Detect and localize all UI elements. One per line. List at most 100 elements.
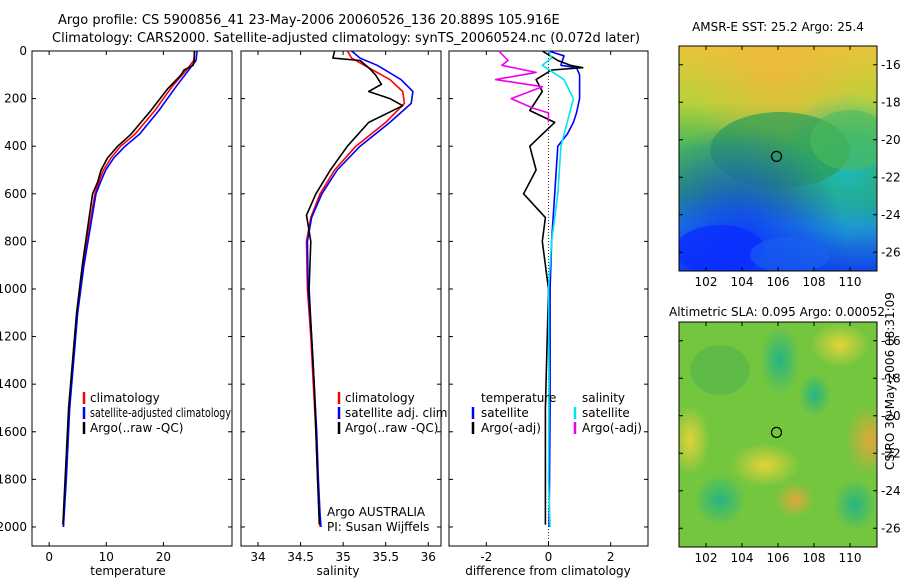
temperature-x-axis: 0 10 20 — [45, 51, 171, 564]
x-tick-label: 20 — [156, 550, 171, 564]
lat-tick-label: -24 — [881, 484, 900, 498]
series-line-salinity-argo — [494, 50, 550, 123]
salinity-lines — [305, 50, 414, 528]
lat-tick-label: -16 — [881, 58, 900, 72]
series-line-argo — [62, 51, 196, 525]
lon-tick-label: 102 — [695, 275, 718, 289]
x-tick-label: 2 — [607, 550, 615, 564]
sst-map-title: AMSR-E SST: 25.2 Argo: 25.4 — [692, 20, 864, 34]
x-tick-label: 34 — [250, 550, 265, 564]
difference-legend: temperature salinity satellite Argo(-adj… — [471, 391, 642, 435]
lat-tick-label: -18 — [881, 371, 900, 385]
salinity-panel: 34 34.5 35 35.5 36 salinity climatology sate… — [240, 50, 451, 578]
legend-title-temperature: temperature — [481, 391, 556, 405]
series-line-argo — [305, 50, 404, 525]
legend-label-sal-satellite: satellite — [582, 406, 630, 420]
depth-tick-label: 1000 — [0, 282, 27, 296]
temperature-legend: climatology satellite-adjusted climatolo… — [82, 391, 231, 435]
sst-argo-location-marker — [770, 150, 783, 162]
sla-map-title: Altimetric SLA: 0.095 Argo: 0.00052 — [669, 305, 885, 319]
sst-heatmap-image — [679, 46, 877, 271]
legend-title-salinity: salinity — [582, 391, 625, 405]
depth-tick-label: 800 — [4, 234, 27, 248]
series-line-temperature-argo — [522, 50, 584, 525]
depth-tick-label: 0 — [19, 44, 27, 58]
lon-tick-label: 106 — [767, 551, 790, 565]
x-tick-label: 0 — [45, 550, 53, 564]
depth-tick-label: 1200 — [0, 330, 27, 344]
depth-axis: 0 200 400 600 800 1000 1200 1400 1600 1800 2000 — [0, 44, 232, 534]
lon-tick-label: 102 — [695, 551, 718, 565]
salinity-depth-ticks — [241, 50, 441, 528]
sla-argo-location-marker — [770, 426, 783, 438]
lat-tick-label: -20 — [881, 133, 900, 147]
temperature-xlabel: temperature — [90, 564, 165, 578]
series-line-salinity-satellite — [541, 50, 575, 528]
side-timestamp-label: CSIRO 30-May-2006 08:31:09 — [883, 292, 897, 470]
temperature-panel: 0 200 400 600 800 1000 1200 1400 1600 1800 2000 0 1… — [0, 44, 233, 578]
salinity-axes-frame — [240, 50, 442, 547]
legend-label-temp-satellite: satellite — [481, 406, 529, 420]
sst-lat-axis: -16 -18 -20 -22 -24 -26 — [679, 58, 900, 259]
annotation-pi: PI: Susan Wijffels — [327, 520, 429, 534]
depth-tick-label: 600 — [4, 187, 27, 201]
salinity-legend: climatology satellite adj. clim. Argo(..… — [337, 391, 451, 435]
legend-label-satellite: satellite-adjusted climatology — [90, 406, 231, 420]
lat-tick-label: -18 — [881, 95, 900, 109]
lon-tick-label: 104 — [731, 275, 754, 289]
sla-heatmap-image — [679, 322, 877, 547]
figure-title-line1: Argo profile: CS 5900856_41 23-May-2006 … — [58, 13, 560, 28]
depth-tick-label: 200 — [4, 92, 27, 106]
lon-tick-label: 108 — [803, 275, 826, 289]
lat-tick-label: -26 — [881, 245, 900, 259]
legend-label-temp-argo: Argo(-adj) — [481, 421, 541, 435]
lon-tick-label: 104 — [731, 551, 754, 565]
salinity-x-axis: 34 34.5 35 35.5 36 — [250, 51, 436, 564]
depth-tick-label: 2000 — [0, 520, 27, 534]
lat-tick-label: -20 — [881, 409, 900, 423]
legend-label-sal-argo: Argo(-adj) — [582, 421, 642, 435]
legend-label-climatology: climatology — [345, 391, 415, 405]
x-tick-label: 36 — [421, 550, 436, 564]
difference-xlabel: difference from climatology — [465, 564, 631, 578]
sla-map: Altimetric SLA: 0.095 Argo: 0.00052 102 1… — [669, 305, 900, 565]
lon-tick-label: 108 — [803, 551, 826, 565]
lat-tick-label: -22 — [881, 170, 900, 184]
series-line-temperature-satellite — [548, 50, 581, 528]
salinity-xlabel: salinity — [316, 564, 359, 578]
sla-lat-axis: -16 -18 -20 -22 -24 -26 — [679, 334, 900, 535]
x-tick-label: 10 — [99, 550, 114, 564]
legend-label-argo: Argo(..raw -QC) — [345, 421, 438, 435]
depth-tick-label: 1400 — [0, 377, 27, 391]
x-tick-label: 35 — [335, 550, 350, 564]
depth-tick-label: 1600 — [0, 425, 27, 439]
lon-tick-label: 110 — [839, 275, 862, 289]
depth-tick-label: 1800 — [0, 472, 27, 486]
difference-lines — [494, 50, 584, 528]
legend-label-satellite: satellite adj. clim. — [345, 406, 451, 420]
difference-panel: -2 0 2 difference from climatology tempera… — [448, 50, 649, 578]
lat-tick-label: -24 — [881, 208, 900, 222]
lat-tick-label: -22 — [881, 446, 900, 460]
sla-lon-axis: 102 104 106 108 110 — [695, 322, 862, 565]
x-tick-label: 34.5 — [287, 550, 314, 564]
annotation-argo-australia: Argo AUSTRALIA — [327, 505, 426, 519]
lat-tick-label: -16 — [881, 334, 900, 348]
depth-tick-label: 400 — [4, 139, 27, 153]
sst-lon-axis: 102 104 106 108 110 — [695, 46, 862, 289]
lat-tick-label: -26 — [881, 521, 900, 535]
legend-label-argo: Argo(..raw -QC) — [90, 421, 183, 435]
x-tick-label: 35.5 — [372, 550, 399, 564]
sst-map: AMSR-E SST: 25.2 Argo: 25.4 102 104 106 108… — [678, 20, 900, 289]
figure-title-line2: Climatology: CARS2000. Satellite-adjuste… — [52, 31, 640, 46]
legend-label-climatology: climatology — [90, 391, 160, 405]
series-line-satellite — [62, 50, 198, 528]
lon-tick-label: 110 — [839, 551, 862, 565]
x-tick-label: -2 — [480, 550, 492, 564]
lon-tick-label: 106 — [767, 275, 790, 289]
difference-depth-ticks — [449, 50, 648, 528]
temperature-lines — [62, 50, 198, 528]
temperature-axes-frame — [31, 50, 233, 547]
x-tick-label: 0 — [545, 550, 553, 564]
